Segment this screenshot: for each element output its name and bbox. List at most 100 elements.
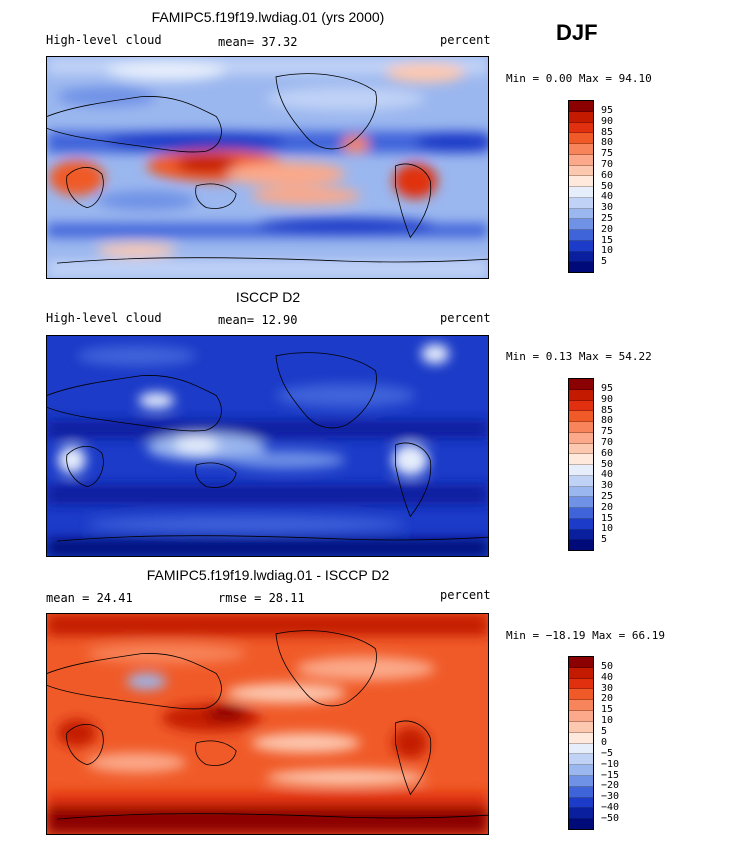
panel-1-variable-label: High-level cloud <box>46 33 162 47</box>
panel-3-colorbar-swatch-15 <box>569 808 593 820</box>
panel-1-colorbar-swatch-11 <box>569 208 593 220</box>
panel-1-cbar-label: 40 <box>601 191 614 202</box>
panel-1-colorbar-swatch-14 <box>569 240 593 252</box>
panel-3-cbar-label: −5 <box>601 748 614 759</box>
panel-2-colorbar-swatch-15 <box>569 529 593 541</box>
panel-1-colorbar-swatch-15 <box>569 251 593 263</box>
panel-3-minmax: Min = −18.19 Max = 66.19 <box>506 629 665 642</box>
panel-2-cbar-label: 50 <box>601 459 614 470</box>
panel-2-cbar-label: 10 <box>601 523 614 534</box>
panel-2-colorbar-swatch-1 <box>569 379 593 390</box>
panel-1-colorbar <box>568 100 594 273</box>
panel-1-minmax: Min = 0.00 Max = 94.10 <box>506 72 652 85</box>
panel-1-cbar-label: 60 <box>601 170 614 181</box>
panel-1-cbar-label: 80 <box>601 137 614 148</box>
panel-1-colorbar-swatch-6 <box>569 154 593 166</box>
panel-2-colorbar <box>568 378 594 551</box>
panel-2-colorbar-swatch-2 <box>569 389 593 401</box>
panel-3-colorbar-swatch-9 <box>569 743 593 755</box>
panel-3-coastlines <box>47 630 488 820</box>
panel-2-colorbar-swatch-6 <box>569 432 593 444</box>
panel-3-cbar-label: 30 <box>601 683 614 694</box>
panel-1-colorbar-swatch-9 <box>569 187 593 198</box>
panel-3-colorbar-swatch-12 <box>569 775 593 787</box>
panel-3-mean-label: mean = 24.41 <box>46 591 133 605</box>
panel-3-cbar-label: 0 <box>601 737 608 748</box>
panel-1-cbar-label: 25 <box>601 213 614 224</box>
panel-3-units-label: percent <box>440 588 491 602</box>
panel-3-cbar-label: −50 <box>601 813 620 824</box>
panel-1-colorbar-swatch-4 <box>569 133 593 144</box>
panel-3-colorbar-swatch-13 <box>569 786 593 798</box>
panel-3-title: FAMIPC5.f19f19.lwdiag.01 - ISCCP D2 <box>146 567 390 583</box>
panel-2-colorbar-swatch-11 <box>569 486 593 498</box>
panel-2-cbar-label: 80 <box>601 415 614 426</box>
panel-2-units-label: percent <box>440 311 491 325</box>
panel-3-colorbar-swatch-7 <box>569 721 593 733</box>
panel-3-colorbar-swatch-16 <box>569 819 593 829</box>
panel-2-variable-label: High-level cloud <box>46 311 162 325</box>
panel-1-cbar-label: 5 <box>601 256 608 267</box>
panel-2-mean-label: mean= 12.90 <box>218 313 298 327</box>
panel-2-cbar-label: 30 <box>601 480 614 491</box>
panel-1-colorbar-swatch-10 <box>569 197 593 209</box>
panel-2-coastlines <box>47 352 488 542</box>
panel-1-coastlines <box>47 73 488 264</box>
panel-2-colorbar-swatch-8 <box>569 454 593 465</box>
panel-1-cbar-label: 50 <box>601 181 614 192</box>
panel-3-rmse-label: rmse = 28.11 <box>218 591 305 605</box>
panel-2-cbar-label: 5 <box>601 534 608 545</box>
panel-2-cbar-label: 70 <box>601 437 614 448</box>
panel-3-colorbar-swatch-8 <box>569 732 593 744</box>
panel-3-colorbar-swatch-3 <box>569 678 593 690</box>
panel-1-colorbar-swatch-1 <box>569 101 593 112</box>
panel-2-cbar-label: 20 <box>601 502 614 513</box>
panel-1-colorbar-swatch-16 <box>569 262 593 272</box>
panel-2-cbar-label: 60 <box>601 448 614 459</box>
panel-1-colorbar-swatch-7 <box>569 165 593 177</box>
panel-2-minmax: Min = 0.13 Max = 54.22 <box>506 350 652 363</box>
panel-3-cbar-label: −40 <box>601 802 620 813</box>
panel-1-cbar-label: 30 <box>601 202 614 213</box>
panel-2-colorbar-swatch-3 <box>569 400 593 412</box>
panel-3-map <box>46 613 489 835</box>
season-label: DJF <box>556 20 598 45</box>
panel-3-cbar-label: 20 <box>601 693 614 704</box>
panel-2-cbar-label: 15 <box>601 513 614 524</box>
panel-3-cbar-label: 5 <box>601 726 608 737</box>
panel-1-colorbar-swatch-3 <box>569 122 593 134</box>
panel-3-colorbar-swatch-5 <box>569 700 593 712</box>
panel-2-cbar-label: 75 <box>601 426 614 437</box>
panel-2-cbar-label: 85 <box>601 405 614 416</box>
panel-1-title: FAMIPC5.f19f19.lwdiag.01 (yrs 2000) <box>151 9 385 25</box>
panel-2-cbar-label: 25 <box>601 491 614 502</box>
panel-3-cbar-label: 40 <box>601 672 614 683</box>
panel-2-cbar-label: 90 <box>601 394 614 405</box>
panel-2-colorbar-swatch-5 <box>569 422 593 433</box>
panel-2-colorbar-swatch-4 <box>569 411 593 422</box>
panel-2-colorbar-swatch-14 <box>569 518 593 530</box>
panel-3-cbar-label: 10 <box>601 715 614 726</box>
panel-3-cbar-label: −30 <box>601 791 620 802</box>
panel-3-cbar-label: 50 <box>601 661 614 672</box>
panel-1-units-label: percent <box>440 33 491 47</box>
panel-1-cbar-label: 75 <box>601 148 614 159</box>
panel-1-cbar-label: 20 <box>601 224 614 235</box>
panel-3-map-svg <box>47 614 488 834</box>
panel-2-cbar-label: 95 <box>601 383 614 394</box>
panel-3-colorbar-swatch-2 <box>569 667 593 679</box>
panel-1-colorbar-swatch-2 <box>569 111 593 123</box>
panel-3-colorbar-swatch-6 <box>569 711 593 722</box>
panel-2-map-svg <box>47 336 488 556</box>
panel-3-cbar-label: −20 <box>601 780 620 791</box>
panel-3-colorbar-swatch-1 <box>569 657 593 668</box>
panel-1-map <box>46 56 489 279</box>
panel-1-cbar-label: 70 <box>601 159 614 170</box>
panel-3-colorbar-swatch-11 <box>569 765 593 776</box>
panel-3-cbar-label: 15 <box>601 704 614 715</box>
panel-1-cbar-label: 15 <box>601 235 614 246</box>
panel-1-colorbar-swatch-13 <box>569 230 593 241</box>
panel-3-colorbar <box>568 656 594 830</box>
panel-2-colorbar-swatch-16 <box>569 540 593 550</box>
panel-1-cbar-label: 10 <box>601 245 614 256</box>
